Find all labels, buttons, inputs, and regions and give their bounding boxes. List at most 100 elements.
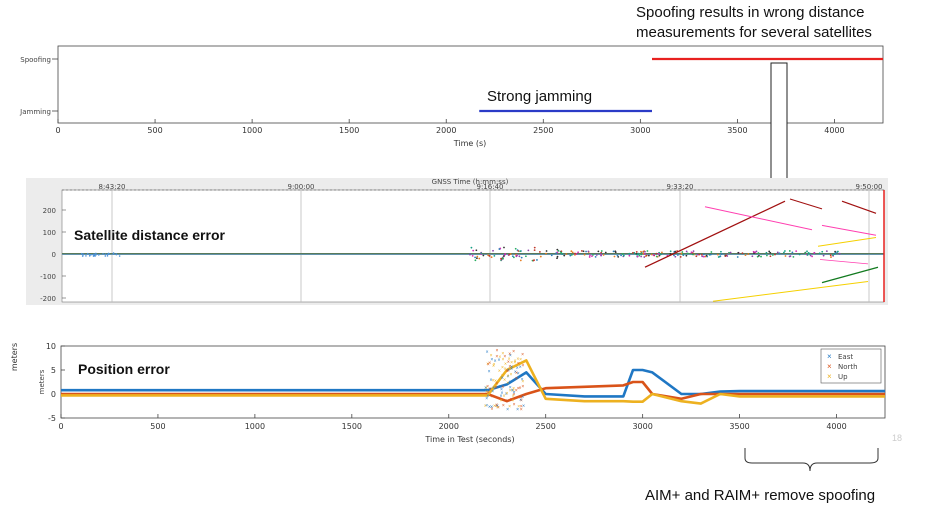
pos-jam-point: ×: [503, 393, 506, 399]
sat-error-point: [476, 255, 479, 258]
pos-jam-point: ×: [514, 369, 517, 375]
pos-jam-point: ×: [521, 377, 524, 383]
spoof-removed-brace: [744, 448, 879, 472]
pos-jam-point: ×: [492, 363, 495, 369]
sat-spoof-track: [841, 200, 877, 214]
sat-error-point: [720, 253, 723, 255]
sat-error-point: [533, 249, 536, 251]
sat-error-point: [700, 253, 703, 256]
sat-error-point: [597, 250, 600, 253]
sat-error-point: [475, 249, 478, 252]
legend-east-marker: ×: [827, 352, 832, 361]
pos-jam-point: ×: [517, 371, 520, 377]
sat-error-point: [804, 252, 807, 254]
pos-ytick-label: 0: [51, 390, 56, 399]
sat-error-point: [836, 250, 839, 253]
legend-north-marker: ×: [827, 362, 832, 371]
sat-error-point: [503, 246, 505, 249]
sat-error-point: [728, 251, 730, 254]
pos-jam-point: ×: [488, 404, 491, 410]
pos-series-north: [61, 380, 885, 403]
pos-xtick-label: 2500: [536, 422, 556, 431]
sat-error-point: [647, 254, 650, 257]
sat-error-point: [592, 253, 594, 256]
sat-error-point: [482, 254, 485, 257]
sat-error-point: [778, 252, 781, 255]
sat-error-point: [682, 254, 685, 257]
sat-ytick-label: -200: [40, 295, 56, 303]
sat-error-point: [80, 252, 83, 255]
pos-jam-point: ×: [500, 398, 503, 404]
sat-error-point: [659, 253, 662, 256]
sat-error-point: [470, 246, 473, 249]
sat-xtick-label: 9:50:00: [856, 183, 883, 191]
sat-error-point: [696, 253, 699, 256]
pos-jam-point: ×: [488, 369, 491, 375]
pos-jam-point: ×: [487, 390, 490, 396]
sat-spoof-track: [819, 259, 869, 265]
sat-error-point: [574, 254, 576, 256]
sat-error-point: [628, 254, 631, 257]
sat-error-point: [560, 250, 563, 253]
pos-jam-point: ×: [500, 390, 503, 396]
pos-jam-point: ×: [508, 357, 511, 363]
sat-error-point: [719, 255, 722, 258]
sat-error-point: [106, 255, 109, 257]
pos-jam-point: ×: [494, 379, 497, 385]
sat-panel-title: GNSS Time (h:mm:ss): [432, 178, 509, 186]
timeline-xlabel: Time (s): [453, 139, 487, 148]
sat-error-point: [533, 246, 536, 249]
sat-error-point: [621, 253, 624, 255]
sat-error-point: [674, 255, 677, 258]
sat-error-point: [556, 257, 558, 260]
timeline-xtick-label: 3000: [630, 126, 650, 135]
pos-jam-point: ×: [505, 392, 508, 398]
sat-spoof-track: [821, 224, 877, 236]
sat-error-point: [633, 252, 636, 254]
pos-jam-point: ×: [509, 385, 512, 391]
slide-number: 18: [892, 433, 902, 443]
pos-jam-point: ×: [501, 351, 504, 357]
pos-jam-point: ×: [504, 367, 507, 373]
sat-xtick-label: 8:43:20: [99, 183, 126, 191]
pos-jam-point: ×: [515, 376, 518, 382]
sat-error-point: [788, 255, 791, 258]
pos-jam-point: ×: [521, 379, 524, 385]
sat-error-point: [490, 256, 493, 259]
pos-jam-point: ×: [486, 362, 489, 368]
timeline-x-ticks: 0 500 1000 1500 2000 2500 3000 3500 4000: [55, 119, 845, 135]
pos-jam-point: ×: [485, 403, 488, 409]
pos-jam-point: ×: [522, 403, 525, 409]
timeline-xtick-label: 500: [147, 126, 162, 135]
timeline-series: [479, 57, 883, 113]
pos-jam-point: ×: [496, 403, 499, 409]
sat-error-point: [679, 256, 682, 258]
pos-jam-point: ×: [510, 364, 513, 370]
pos-jam-point: ×: [519, 357, 522, 363]
pos-jam-point: ×: [495, 403, 498, 409]
pos-jam-point: ×: [508, 380, 511, 386]
sat-error-point: [545, 250, 548, 252]
pos-jam-point: ×: [509, 372, 512, 378]
sat-error-point: [613, 255, 616, 258]
pos-jam-point: ×: [508, 364, 511, 370]
sat-error-point: [642, 252, 645, 255]
sat-ytick-label: 100: [43, 229, 56, 237]
pos-jam-point: ×: [484, 404, 487, 410]
sat-error-point: [97, 254, 100, 256]
pos-jam-point: ×: [486, 384, 489, 390]
pos-jam-point: ×: [511, 398, 514, 404]
pos-jam-point: ×: [508, 404, 511, 410]
pos-jam-point: ×: [508, 351, 511, 357]
sat-error-point: [747, 253, 750, 255]
sat-error-point: [760, 255, 762, 258]
sat-error-point: [617, 255, 620, 258]
pos-xtick-label: 1500: [342, 422, 362, 431]
pos-jam-point: ×: [491, 389, 494, 395]
sat-error-point: [632, 251, 634, 254]
timeline-xtick-label: 1000: [242, 126, 262, 135]
pos-jam-point: ×: [507, 367, 510, 373]
sat-error-point: [806, 254, 809, 256]
legend-up-label: Up: [838, 373, 848, 381]
